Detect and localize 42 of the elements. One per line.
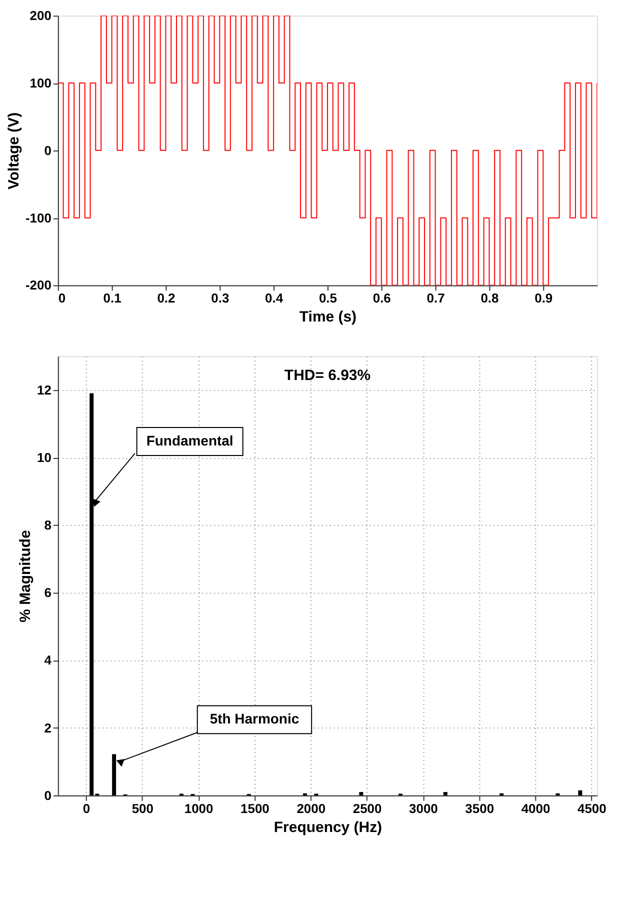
x-tick-label: 0.3 xyxy=(211,290,230,306)
bar xyxy=(443,792,448,796)
x-tick-label: 4500 xyxy=(577,800,606,816)
x-tick-label: 0.1 xyxy=(103,290,122,306)
x-axis-title: Frequency (Hz) xyxy=(274,818,382,836)
y-tick-label: 2 xyxy=(44,720,52,736)
x-tick-label: 2500 xyxy=(352,800,382,816)
x-tick-label: 0 xyxy=(82,800,90,816)
y-tick-label: 0 xyxy=(44,788,52,803)
y-tick-label: 4 xyxy=(44,652,52,668)
y-tick-label: 8 xyxy=(44,518,52,533)
x-tick-label: 4000 xyxy=(521,800,550,816)
bar xyxy=(578,790,582,796)
x-tick-label: 0.6 xyxy=(372,290,391,306)
y-tick-label: 200 xyxy=(30,8,52,24)
x-tick-label: 500 xyxy=(132,800,154,816)
y-tick-label: 100 xyxy=(30,76,52,91)
annotation: THD= 6.93% xyxy=(284,367,371,384)
x-tick-label: 1000 xyxy=(184,800,214,816)
x-tick-label: 3000 xyxy=(409,800,438,816)
y-tick-label: 0 xyxy=(44,142,52,158)
x-tick-label: 2000 xyxy=(296,800,326,816)
annotation: 5th Harmonic xyxy=(210,710,300,727)
y-axis-title: Voltage (V) xyxy=(5,112,22,190)
x-tick-label: 0 xyxy=(58,290,66,306)
y-tick-label: -100 xyxy=(25,210,52,226)
annotation: Fundamental xyxy=(146,432,234,448)
x-tick-label: 0.9 xyxy=(534,290,553,306)
y-axis-title: % Magnitude xyxy=(16,530,34,622)
x-tick-label: 1500 xyxy=(240,800,270,816)
x-tick-label: 0.4 xyxy=(265,290,284,306)
y-tick-label: 10 xyxy=(36,450,52,465)
y-tick-label: 6 xyxy=(44,585,52,600)
bar xyxy=(359,792,364,796)
x-axis-title: Time (s) xyxy=(299,308,357,326)
x-tick-label: 0.5 xyxy=(318,290,337,306)
x-tick-label: 0.7 xyxy=(426,290,445,306)
y-tick-label: -200 xyxy=(25,278,52,293)
x-tick-label: 0.8 xyxy=(480,290,499,306)
x-tick-label: 3500 xyxy=(465,800,494,816)
x-tick-label: 0.2 xyxy=(157,290,176,306)
y-tick-label: 12 xyxy=(36,382,52,398)
